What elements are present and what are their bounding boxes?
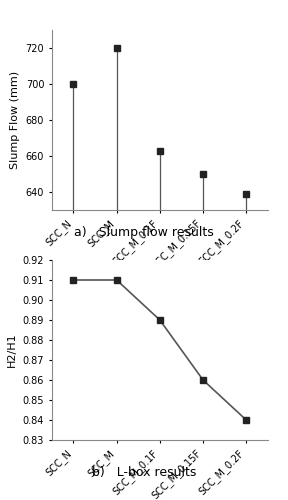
Text: a)   Slump flow results: a) Slump flow results xyxy=(74,226,214,239)
X-axis label: Concrete Mix: Concrete Mix xyxy=(123,277,196,287)
Text: b)   L-box results: b) L-box results xyxy=(92,466,196,479)
Y-axis label: H2/H1: H2/H1 xyxy=(7,332,17,368)
Y-axis label: Slump Flow (mm): Slump Flow (mm) xyxy=(10,71,20,169)
